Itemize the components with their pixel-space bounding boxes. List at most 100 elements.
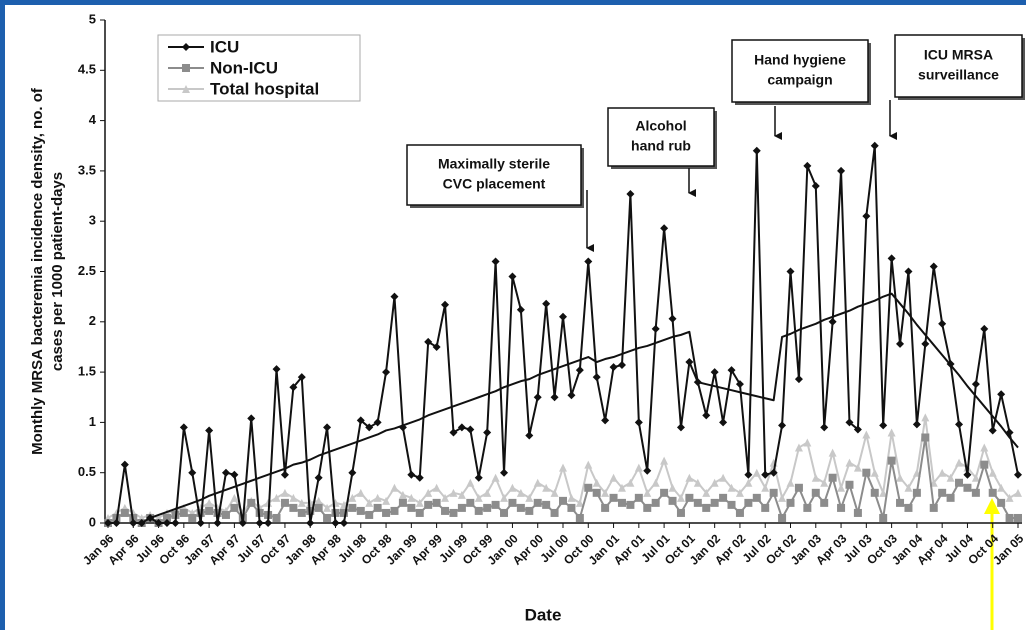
data-point [626,190,635,199]
data-point [584,483,593,492]
y-tick-label: 2.5 [78,263,96,278]
data-point [424,337,433,346]
annotation-text: hand rub [631,138,691,154]
y-tick-label: 0.5 [78,464,96,479]
data-point [837,166,846,175]
data-point [912,488,921,497]
data-point [441,493,450,502]
data-point [853,463,862,472]
annotation-box [607,107,715,167]
data-point [853,425,862,434]
data-point [651,478,660,487]
data-point [929,262,938,271]
data-point [1014,488,1022,497]
data-point [575,498,584,507]
data-point [811,488,820,497]
data-point [929,503,938,512]
annotation-box [731,39,869,103]
data-point [407,493,416,502]
data-point [744,478,753,487]
data-point [685,493,694,502]
data-point [474,473,483,482]
data-point [323,503,332,512]
data-point [348,468,357,477]
data-point [306,519,315,527]
data-point [525,493,534,502]
annotation-box [894,34,1023,98]
data-point [120,508,129,517]
data-point [862,212,871,221]
data-point [727,483,736,492]
data-point [356,488,365,497]
data-point [230,493,239,502]
data-point [407,470,416,479]
y-tick-label: 2 [89,313,96,328]
data-point [365,510,374,519]
data-point [938,319,947,328]
data-point [752,493,761,502]
data-point [702,411,711,420]
data-point [525,506,534,515]
data-point [567,493,576,502]
data-point [904,503,913,512]
data-point [601,416,610,425]
data-point [559,496,567,505]
data-point [323,513,332,522]
y-tick-label: 5 [89,11,96,26]
data-point [626,500,635,509]
data-point [634,493,643,502]
data-point [727,366,736,375]
data-point [382,368,391,377]
data-point [904,483,913,492]
legend-label: Non-ICU [210,58,278,77]
data-point [719,473,728,482]
data-point [845,458,854,467]
data-point [289,383,298,392]
data-point [845,418,854,427]
data-point [617,498,626,507]
data-point [862,468,871,477]
data-point [542,500,551,509]
data-point [744,470,753,479]
data-point [1014,513,1022,522]
legend-label: ICU [210,37,239,56]
data-point [769,488,778,497]
data-point [356,506,365,515]
data-point [272,513,281,522]
data-point [592,373,601,382]
data-point [794,443,803,452]
data-point [761,503,770,512]
data-point [693,498,702,507]
data-point [162,519,171,527]
trend-line [149,292,1019,519]
data-point [887,428,896,437]
data-point [887,254,896,263]
data-point [483,428,492,437]
y-tick-label: 0 [89,514,96,529]
data-point [584,257,593,266]
data-point [474,506,483,515]
data-point [963,470,972,479]
data-point [491,500,500,509]
highlight-arrow-head [984,498,1000,514]
data-point [1005,513,1014,522]
data-point [761,470,770,479]
data-point [500,468,509,477]
data-point [660,488,669,497]
data-point [955,478,964,487]
data-point [896,498,905,507]
data-point [938,488,947,497]
data-point [710,498,719,507]
data-point [542,299,551,308]
data-point [365,423,374,432]
data-point [205,498,214,507]
data-point [710,478,719,487]
data-point [735,380,744,389]
data-point [112,519,121,527]
data-point [592,488,601,497]
data-point [449,508,458,517]
data-point [297,508,306,517]
data-point [323,423,332,432]
data-point [643,466,652,475]
data-point [853,508,862,517]
